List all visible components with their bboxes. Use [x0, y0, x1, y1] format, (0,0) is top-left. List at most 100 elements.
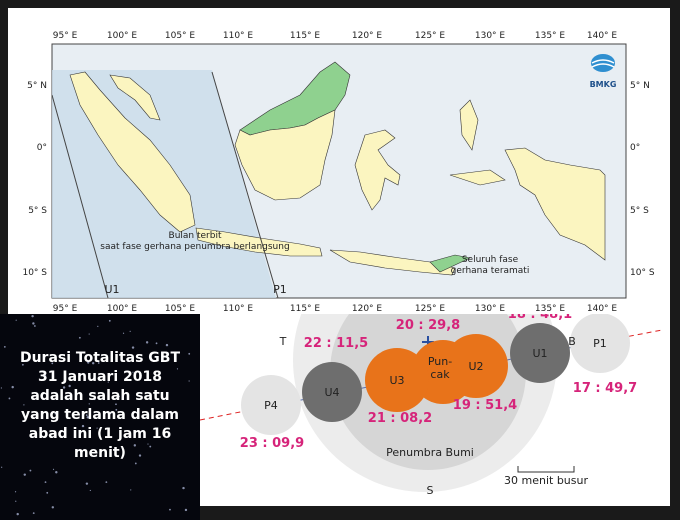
- x-label-top: 110° E: [223, 31, 254, 41]
- star: [149, 445, 152, 448]
- star: [54, 412, 57, 415]
- label: P1: [593, 337, 607, 350]
- star: [115, 408, 118, 411]
- x-label-top: 105° E: [165, 31, 196, 41]
- star: [147, 443, 149, 445]
- y-label-left: 5° N: [27, 81, 47, 91]
- x-label-top: 125° E: [415, 31, 446, 41]
- logo-text: BMKG: [590, 80, 617, 89]
- x-label-top: 140° E: [587, 31, 618, 41]
- star: [11, 385, 14, 389]
- info-line: 31 Januari 2018: [38, 369, 162, 385]
- info-text: Durasi Totalitas GBT 31 Januari 2018 adala…: [20, 350, 181, 461]
- u1-line: [51, 94, 109, 299]
- x-label-bottom: 95° E: [53, 304, 78, 314]
- label: P4: [264, 399, 278, 412]
- time: 21 : 08,2: [368, 411, 432, 426]
- label: U3: [389, 374, 404, 387]
- star: [88, 333, 90, 335]
- star: [14, 491, 17, 493]
- timor-leste: [429, 254, 471, 273]
- info-panel: [0, 314, 200, 520]
- x-label-bottom: 105° E: [165, 304, 196, 314]
- star: [115, 397, 118, 400]
- map: Bulan terbit saat fase gerhana penumbra …: [45, 24, 645, 314]
- moon-u1: [510, 323, 570, 383]
- label: U4: [324, 386, 339, 399]
- direction: S: [427, 484, 434, 497]
- star: [87, 361, 90, 364]
- star: [188, 352, 191, 355]
- star: [96, 427, 98, 429]
- x-label-bottom: 120° E: [352, 304, 383, 314]
- label-part: cak: [430, 368, 450, 381]
- label: U2: [468, 360, 483, 373]
- y-label-left: 0°: [37, 143, 47, 153]
- x-label-top: 95° E: [53, 31, 78, 41]
- star: [15, 500, 17, 502]
- moon-u4: [302, 362, 362, 422]
- y-label-right: 10° S: [630, 268, 655, 278]
- x-label-bottom: 110° E: [223, 304, 254, 314]
- scale-bar: [517, 466, 575, 473]
- star: [129, 330, 131, 332]
- star: [169, 508, 171, 511]
- time: 22 : 11,5: [304, 336, 368, 351]
- star: [91, 362, 95, 365]
- logo-mark: [591, 54, 615, 72]
- star: [155, 342, 158, 345]
- star: [97, 362, 100, 364]
- nusa-tenggara: [329, 249, 456, 276]
- star: [122, 332, 125, 334]
- time: 17 : 49,7: [573, 381, 637, 396]
- sumatra: [69, 71, 196, 233]
- x-label-bottom: 140° E: [587, 304, 618, 314]
- x-label-top: 115° E: [290, 31, 321, 41]
- moon-p1: [570, 313, 630, 373]
- star: [68, 384, 71, 388]
- y-label-left: 10° S: [22, 268, 47, 278]
- y-label-right: 0°: [630, 143, 640, 153]
- star: [133, 444, 137, 447]
- star: [42, 394, 44, 396]
- path-in: [619, 329, 663, 339]
- star: [130, 489, 132, 491]
- star: [93, 397, 96, 401]
- star: [8, 397, 11, 400]
- star: [44, 481, 47, 484]
- label: U1: [532, 347, 547, 360]
- star: [32, 322, 35, 325]
- info-line: menit): [74, 445, 126, 461]
- x-label-top: 135° E: [535, 31, 566, 41]
- logo-waves: [591, 59, 615, 68]
- info-line: yang terlama dalam: [21, 407, 179, 423]
- star: [78, 336, 81, 339]
- direction: T: [279, 335, 287, 348]
- eclipse-diagram: P1 U1 U2 Pun-cak U3 U4 P4 17 : 49,7 18 :…: [199, 228, 663, 497]
- star: [51, 506, 55, 509]
- seram: [449, 169, 506, 186]
- star: [51, 362, 54, 365]
- line-label: P1: [273, 283, 287, 296]
- axes: 95° E 95° E 100° E 100° E 105° E 105° E 110° E…: [22, 31, 654, 314]
- star: [3, 345, 6, 348]
- scale-label: 30 menit busur: [504, 474, 588, 487]
- x-label-bottom: 115° E: [290, 304, 321, 314]
- info-line: adalah salah satu: [30, 388, 169, 404]
- star: [55, 471, 58, 474]
- time: 19 : 51,4: [453, 398, 517, 413]
- star: [131, 346, 135, 349]
- label-part: Pun-: [428, 355, 452, 368]
- star: [85, 414, 88, 417]
- zone-label: saat fase gerhana penumbra berlangsung: [100, 242, 289, 252]
- halmahera: [459, 99, 479, 151]
- x-label-bottom: 125° E: [415, 304, 446, 314]
- y-label-right: 5° S: [630, 206, 649, 216]
- logo: BMKG: [590, 54, 617, 89]
- star: [25, 359, 29, 362]
- star: [33, 325, 36, 327]
- star: [145, 341, 149, 344]
- star: [0, 387, 2, 389]
- y-label-left: 5° S: [28, 206, 47, 216]
